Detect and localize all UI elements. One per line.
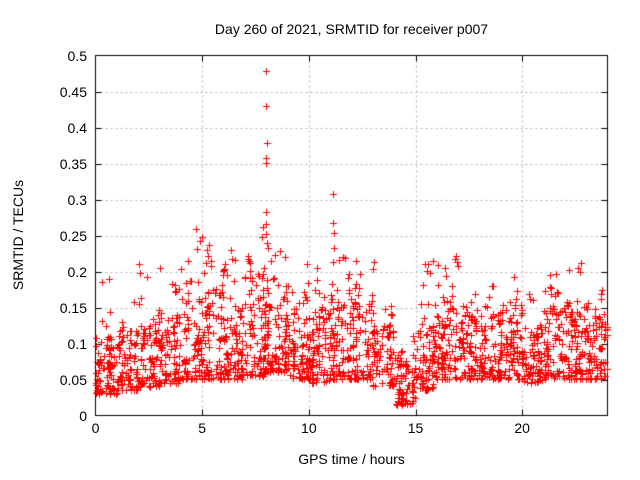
y-tick-label: 0.4 — [67, 119, 87, 136]
x-tick-label: 0 — [91, 420, 100, 436]
scatter-plot-canvas — [85, 45, 618, 425]
x-tick-label: 10 — [301, 420, 317, 436]
y-tick-label: 0.05 — [59, 371, 87, 388]
y-tick-label: 0.5 — [67, 47, 87, 64]
y-tick-label: 0.45 — [59, 83, 87, 100]
y-tick-label: 0.35 — [59, 155, 87, 172]
y-tick-label: 0.2 — [67, 263, 87, 280]
x-tick-label: 5 — [198, 420, 207, 436]
y-tick-label: 0.25 — [59, 227, 87, 244]
y-tick-label: 0.15 — [59, 299, 87, 316]
x-tick-label: 20 — [514, 420, 530, 436]
y-tick-label: 0 — [79, 407, 87, 424]
chart-title: Day 260 of 2021, SRMTID for receiver p00… — [214, 21, 489, 37]
y-tick-label: 0.1 — [67, 335, 87, 352]
x-axis-label: GPS time / hours — [298, 451, 405, 467]
x-tick-label: 15 — [407, 420, 424, 436]
y-tick-label: 0.3 — [67, 191, 87, 208]
